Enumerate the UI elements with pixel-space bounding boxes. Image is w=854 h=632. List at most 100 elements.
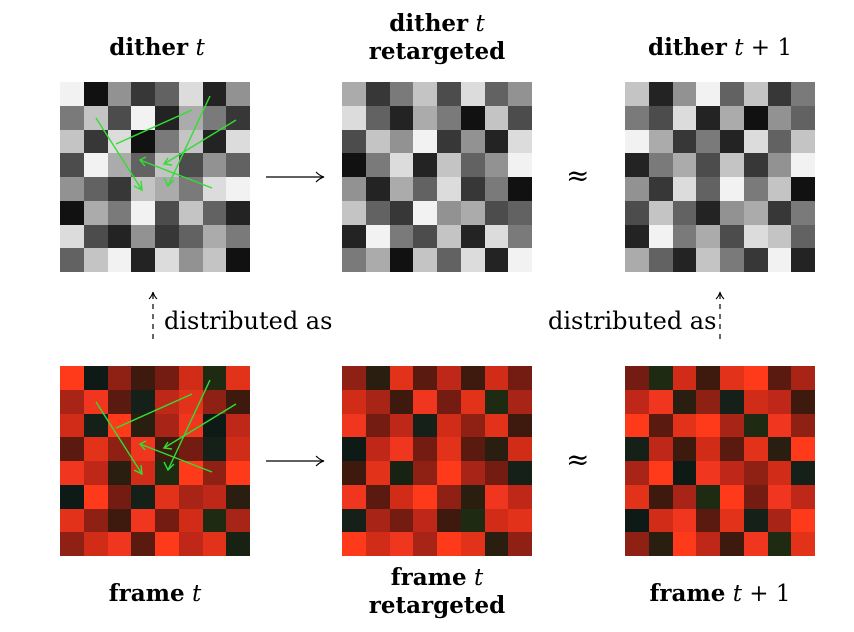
dither-t-retargeted-cell [365,153,390,177]
frame-t-retargeted-cell [508,532,532,556]
dither-t-retargeted-cell [389,177,414,201]
dither-t-retargeted-cell [460,105,485,130]
dither-t-retargeted-cell [460,82,485,106]
dither-t-plus-1-cell [696,177,720,201]
frame-t-cell [226,484,250,509]
frame-t-retargeted-cell [342,413,366,438]
frame-t-cell [155,413,179,438]
frame-t-plus-1-cell [791,508,815,533]
frame-t-retargeted-cell [389,532,414,556]
frame-t-plus-1-cell [791,437,815,461]
frame-t-retargeted-cell [365,389,390,414]
dither-t-plus-1-cell [791,177,815,201]
frame-t-plus-1-cell [672,389,697,414]
frame-t-plus-1-cell [720,461,744,485]
dither-t-cell [226,224,250,249]
dither-t-cell [60,224,84,249]
frame-t-plus-1-cell [720,508,744,533]
frame-t-cell [178,413,203,438]
dither-t-plus-1-cell [625,224,649,249]
frame-t-plus-1-cell [648,484,673,509]
frame-t-retargeted-cell [365,437,390,461]
dither-t-cell [178,82,203,106]
frame-t-cell [178,508,203,533]
dither-t-cell [226,129,250,154]
dither-t-plus-1-cell [672,200,697,225]
frame-t-cell [107,508,132,533]
dither-t-plus-1-cell [696,82,720,106]
dither-t-retargeted-cell [365,177,390,201]
frame-t-cell [226,437,250,461]
frame-t-cell [60,366,84,390]
dither-t-cell [60,177,84,201]
frame-t-plus-1-cell [743,437,768,461]
dither-t-cell [226,248,250,272]
frame-t-cell [131,413,155,438]
dither-t-cell [60,82,84,106]
dither-t-cell [226,153,250,177]
dither-t-cell [107,200,132,225]
frame-t-retargeted-cell [484,484,509,509]
frame-t-plus-1-cell [648,461,673,485]
dither-t-plus-1-cell [720,200,744,225]
frame-t-cell [60,413,84,438]
dither-t-plus-1-cell [720,248,744,272]
frame-t-plus-1-cell [720,366,744,390]
frame-t-retargeted-cell [413,366,437,390]
dither-t-retargeted-cell [413,129,437,154]
dither-t-retargeted-cell [437,129,461,154]
frame-t-cell [107,366,132,390]
frame-t-retargeted-cell [413,508,437,533]
frame-t-cell [202,508,227,533]
frame-t-plus-1-cell [672,437,697,461]
dither-t-plus-1-cell [696,224,720,249]
frame-t-cell [155,389,179,414]
frame-t-grid [60,366,250,556]
dither-t-retargeted-cell [389,82,414,106]
dither-t-plus-1-cell [743,177,768,201]
dither-t-cell [202,129,227,154]
frame-t-cell [83,437,108,461]
frame-t-cell [202,532,227,556]
dither-t-plus-1-cell [696,153,720,177]
frame-t-plus-1-cell [743,532,768,556]
dither-t-retargeted-cell [437,105,461,130]
dither-t-retargeted-cell [437,177,461,201]
frame-t-plus-1-cell [696,461,720,485]
frame-t-cell [107,461,132,485]
dither-t-plus-1-cell [791,248,815,272]
frame-t-cell [131,508,155,533]
frame-t-plus-1-cell [696,508,720,533]
frame-t-cell [60,461,84,485]
dither-t-plus-1-cell [791,105,815,130]
frame-t-cell [202,437,227,461]
frame-t-cell [202,484,227,509]
frame-t-cell [60,389,84,414]
dither-t-cell [60,153,84,177]
distributed-as-label-right: distributed as [548,307,717,335]
frame-t-plus-1-cell [791,484,815,509]
dither-t-plus-1-cell [791,82,815,106]
frame-t-retargeted-cell [484,461,509,485]
dither-t-plus-1-cell [720,129,744,154]
dither-t-plus-1-cell [743,200,768,225]
frame-t-retargeted-cell [342,366,366,390]
dither-t-retargeted-cell [460,177,485,201]
dither-t-plus-1-cell [743,248,768,272]
dither-t-cell [60,200,84,225]
frame-t-retargeted-cell [437,437,461,461]
dither-t-plus-1-cell [625,153,649,177]
dither-t-retargeted-cell [365,200,390,225]
frame-t-plus-1-cell [696,532,720,556]
dither-t-retargeted-cell [484,200,509,225]
dither-t-cell [178,105,203,130]
frame-t-retargeted-cell [342,508,366,533]
dither-t-cell [60,129,84,154]
frame-t-plus-1-cell [625,484,649,509]
retarget-arrow-bottom [266,455,325,467]
dither-t-plus-1-cell [672,248,697,272]
frame-t-cell [83,366,108,390]
frame-t-retargeted-cell [413,413,437,438]
dither-t-cell [155,129,179,154]
frame-t-cell [226,413,250,438]
